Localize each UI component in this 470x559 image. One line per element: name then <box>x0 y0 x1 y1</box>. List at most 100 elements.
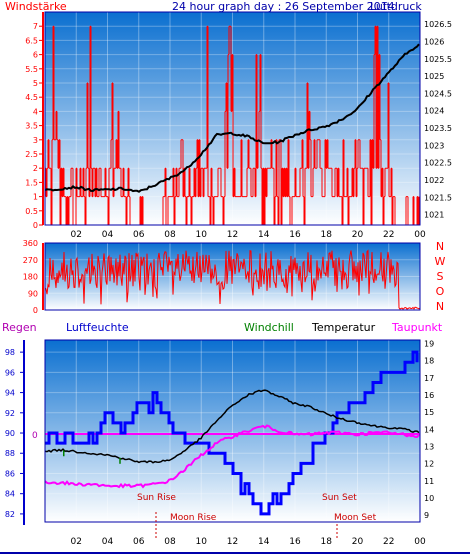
pressure-axis-ticks: 1021 1021.5 1022 1022.5 1023 1023.5 1024 1024.5… <box>424 20 452 219</box>
legend-temperatur: Temperatur <box>311 321 376 334</box>
humidity-tick-label: 84 <box>5 490 15 499</box>
x-tick-label: 20 <box>352 230 364 240</box>
temperature-tick-label: 14 <box>424 425 434 434</box>
time-axis-top: 02 04 06 08 10 12 14 16 18 20 22 00 <box>71 230 426 240</box>
humidity-tick-label: 82 <box>5 510 15 519</box>
wind-speed-series <box>44 25 420 226</box>
wind-axis-ticks: 0 0.5 1 1.5 2 2.5 3 3.5 4 4.5 5 5.5 6 6.5 7 <box>25 22 43 230</box>
temperature-tick-label: 13 <box>424 442 434 451</box>
wind-tick-label: 4 <box>33 107 38 116</box>
humidity-tick-label: 88 <box>5 449 15 458</box>
legend-luftfeuchte: Luftfeuchte <box>66 321 129 334</box>
x-tick-label: 16 <box>289 230 301 240</box>
x-tick-label: 18 <box>321 537 333 547</box>
direction-tick-label: 360 <box>23 239 38 248</box>
humidity-temp-grid <box>45 340 421 522</box>
pressure-tick-label: 1025 <box>424 72 444 81</box>
temperature-tick-label: 17 <box>424 374 434 383</box>
compass-label: N <box>436 240 444 253</box>
wind-tick-label: 3.5 <box>25 122 38 131</box>
wind-direction-axis-ticks: 0 90 180 270 360 <box>23 239 38 315</box>
humidity-tick-label: 92 <box>5 409 15 418</box>
pressure-tick-label: 1024 <box>424 107 444 116</box>
legend-windchill: Windchill <box>244 321 294 334</box>
legend-taupunkt: Taupunkt <box>391 321 443 334</box>
humidity-tick-label: 96 <box>5 368 15 377</box>
pressure-tick-label: 1022.5 <box>424 159 452 168</box>
humidity-tick-label: 86 <box>5 469 15 478</box>
legend-regen: Regen <box>2 321 37 334</box>
x-tick-label: 18 <box>321 230 333 240</box>
moon-rise-label: Moon Rise <box>170 513 217 523</box>
x-tick-label: 06 <box>133 230 145 240</box>
dewpoint-series <box>44 424 420 489</box>
x-tick-label: 14 <box>258 537 270 547</box>
pressure-tick-label: 1021.5 <box>424 193 452 202</box>
wind-tick-label: 2.5 <box>25 150 38 159</box>
temperature-tick-label: 19 <box>424 339 434 348</box>
compass-label: N <box>436 300 444 313</box>
rain-zero-label: 0 <box>32 431 38 441</box>
chart-title: 24 hour graph day : 26 September 2014 <box>172 0 395 13</box>
x-tick-label: 08 <box>164 230 176 240</box>
wind-tick-label: 6 <box>33 51 38 60</box>
pressure-tick-label: 1021 <box>424 211 444 220</box>
sun-set-label: Sun Set <box>322 493 357 503</box>
pressure-tick-label: 1026 <box>424 37 444 46</box>
x-tick-label: 14 <box>258 230 270 240</box>
x-tick-label: 02 <box>71 230 82 240</box>
wind-direction-line <box>44 249 421 310</box>
temperature-tick-label: 12 <box>424 460 434 469</box>
wind-tick-label: 1.5 <box>25 178 38 187</box>
wind-tick-label: 7 <box>33 22 38 31</box>
pressure-tick-label: 1024.5 <box>424 89 452 98</box>
temperature-tick-label: 15 <box>424 408 434 417</box>
pressure-series <box>44 43 420 193</box>
humidity-axis-ticks: 82 84 86 88 90 92 94 96 98 <box>5 348 24 519</box>
pressure-tick-label: 1026.5 <box>424 20 452 29</box>
humidity-tick-label: 98 <box>5 348 15 357</box>
x-tick-label: 06 <box>133 537 145 547</box>
wind-tick-label: 4.5 <box>25 93 38 102</box>
x-tick-label: 08 <box>164 537 176 547</box>
x-tick-label: 22 <box>383 230 394 240</box>
pressure-tick-label: 1025.5 <box>424 55 452 64</box>
wind-tick-label: 5.5 <box>25 65 38 74</box>
wind-direction-series <box>44 249 421 310</box>
x-tick-label: 20 <box>352 537 364 547</box>
direction-tick-label: 270 <box>23 256 38 265</box>
x-tick-label: 00 <box>414 230 426 240</box>
temperature-tick-label: 16 <box>424 391 434 400</box>
humidity-temp-panel <box>45 340 420 522</box>
temperature-tick-label: 18 <box>424 357 434 366</box>
wind-tick-label: 0 <box>33 221 38 230</box>
x-tick-label: 10 <box>196 537 208 547</box>
wind-direction-frame <box>44 242 421 311</box>
compass-label: W <box>435 255 446 268</box>
time-axis-bottom: 02 04 06 08 10 12 14 16 18 20 22 00 <box>71 537 426 547</box>
wind-tick-label: 1 <box>33 193 38 202</box>
pressure-tick-label: 1022 <box>424 176 444 185</box>
humidity-series <box>45 350 419 516</box>
direction-tick-label: 90 <box>28 289 38 298</box>
pressure-line <box>44 43 420 193</box>
dewpoint-line <box>44 424 420 489</box>
temperature-axis-ticks: 9 10 11 12 13 14 15 16 17 18 19 <box>424 339 434 520</box>
direction-tick-label: 0 <box>33 306 38 315</box>
x-tick-label: 02 <box>71 537 82 547</box>
pressure-tick-label: 1023.5 <box>424 124 452 133</box>
moon-set-label: Moon Set <box>334 513 377 523</box>
windchill-marks <box>63 450 121 464</box>
x-tick-label: 12 <box>227 537 238 547</box>
humidity-line <box>45 350 419 516</box>
wind-tick-label: 0.5 <box>25 207 38 216</box>
temperature-series <box>44 389 420 464</box>
direction-tick-label: 180 <box>23 273 38 282</box>
pressure-tick-label: 1023 <box>424 141 444 150</box>
compass-label: S <box>437 270 444 283</box>
wind-tick-label: 2 <box>33 164 38 173</box>
sun-rise-label: Sun Rise <box>137 493 176 503</box>
